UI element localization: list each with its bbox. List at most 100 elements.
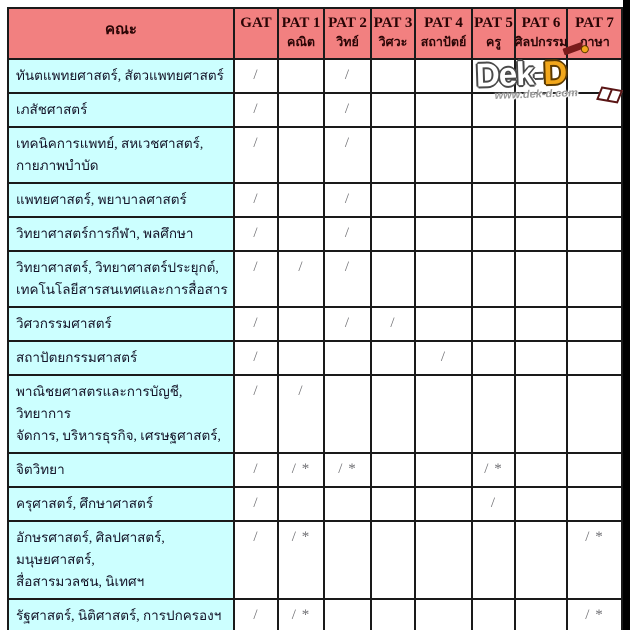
mark-cell: / bbox=[235, 376, 277, 452]
mark-cell bbox=[416, 128, 471, 182]
right-black-strip bbox=[623, 0, 630, 630]
mark-cell bbox=[279, 60, 323, 92]
mark-cell bbox=[516, 184, 566, 216]
faculty-cell: อักษรศาสตร์, ศิลปศาสตร์, มนุษยศาสตร์, สื… bbox=[9, 522, 233, 598]
faculty-cell: สถาปัตยกรรมศาสตร์ bbox=[9, 342, 233, 374]
faculty-cell: พาณิชยศาสตรและการบัญชี, วิทยาการ จัดการ,… bbox=[9, 376, 233, 452]
mark-cell bbox=[568, 308, 621, 340]
mark-cell bbox=[473, 376, 514, 452]
mark-cell: / bbox=[325, 94, 370, 126]
mark-cell bbox=[516, 600, 566, 630]
header-label: PAT 6 bbox=[521, 15, 561, 31]
mark-cell bbox=[516, 128, 566, 182]
faculty-cell: ทันตแพทยศาสตร์, สัตวแพทยศาสตร์ bbox=[9, 60, 233, 92]
mark-cell bbox=[372, 60, 414, 92]
mark-cell bbox=[473, 218, 514, 250]
mark-cell: / bbox=[473, 488, 514, 520]
mark-cell: / * bbox=[568, 522, 621, 598]
mark-cell bbox=[473, 342, 514, 374]
faculty-cell: รัฐศาสตร์, นิติศาสตร์, การปกครองฯ bbox=[9, 600, 233, 630]
mark-cell: / bbox=[235, 60, 277, 92]
faculty-cell: วิทยาศาสตร์, วิทยาศาสตร์ประยุกต์, เทคโนโ… bbox=[9, 252, 233, 306]
mark-cell bbox=[416, 488, 471, 520]
mark-cell: / bbox=[416, 342, 471, 374]
header-sublabel: ครู bbox=[485, 35, 502, 49]
mark-cell bbox=[416, 522, 471, 598]
mark-cell bbox=[416, 60, 471, 92]
mark-cell: / bbox=[325, 218, 370, 250]
mark-cell: / bbox=[235, 342, 277, 374]
header-sublabel: วิศวะ bbox=[378, 35, 408, 49]
mark-cell: / bbox=[235, 252, 277, 306]
header-cell: PAT 6 ศิลปกรรม bbox=[515, 9, 567, 58]
mark-cell bbox=[516, 252, 566, 306]
mark-cell bbox=[516, 522, 566, 598]
mark-cell: / bbox=[235, 94, 277, 126]
header-sublabel: วิทย์ bbox=[336, 35, 359, 49]
mark-cell bbox=[516, 94, 566, 126]
mark-cell bbox=[568, 218, 621, 250]
mark-cell bbox=[516, 454, 566, 486]
header-cell: PAT 2 วิทย์ bbox=[325, 9, 370, 58]
mark-cell bbox=[568, 60, 621, 92]
mark-cell: / bbox=[372, 308, 414, 340]
mark-cell: / bbox=[325, 60, 370, 92]
header-cell: PAT 5 ครู bbox=[473, 9, 514, 58]
mark-cell bbox=[372, 454, 414, 486]
mark-cell: / bbox=[279, 376, 323, 452]
header-label: PAT 4 bbox=[424, 15, 463, 31]
faculty-cell: วิทยาศาสตร์การกีฬา, พลศึกษา bbox=[9, 218, 233, 250]
mark-cell: / bbox=[235, 184, 277, 216]
faculty-cell: เภสัชศาสตร์ bbox=[9, 94, 233, 126]
mark-cell bbox=[516, 488, 566, 520]
faculty-cell: วิศวกรรมศาสตร์ bbox=[9, 308, 233, 340]
mark-cell bbox=[568, 94, 621, 126]
faculty-cell: แพทยศาสตร์, พยาบาลศาสตร์ bbox=[9, 184, 233, 216]
mark-cell bbox=[325, 488, 370, 520]
header-label: คณะ bbox=[104, 22, 137, 38]
faculty-cell: เทคนิคการแพทย์, สหเวชศาสตร์, กายภาพบำบัด bbox=[9, 128, 233, 182]
mark-cell bbox=[416, 218, 471, 250]
mark-cell bbox=[416, 94, 471, 126]
mark-cell bbox=[568, 488, 621, 520]
mark-cell bbox=[516, 376, 566, 452]
mark-cell: / bbox=[325, 252, 370, 306]
header-sublabel: สถาปัตย์ bbox=[420, 35, 467, 49]
mark-cell bbox=[416, 454, 471, 486]
mark-cell bbox=[568, 128, 621, 182]
mark-cell: / * bbox=[279, 522, 323, 598]
mark-cell bbox=[416, 600, 471, 630]
header-sublabel: คณิต bbox=[286, 35, 316, 49]
mark-cell bbox=[325, 376, 370, 452]
header-label: PAT 7 bbox=[575, 15, 614, 31]
mark-cell: / * bbox=[568, 600, 621, 630]
header-cell: GAT bbox=[235, 9, 277, 58]
header-cell: PAT 3 วิศวะ bbox=[372, 9, 414, 58]
mark-cell bbox=[416, 376, 471, 452]
mark-cell bbox=[473, 600, 514, 630]
mark-cell bbox=[279, 218, 323, 250]
mark-cell bbox=[568, 184, 621, 216]
header-label: PAT 5 bbox=[474, 15, 513, 31]
header-cell: PAT 1 คณิต bbox=[279, 9, 323, 58]
mark-cell: / bbox=[279, 252, 323, 306]
mark-cell bbox=[372, 184, 414, 216]
mark-cell bbox=[372, 94, 414, 126]
mark-cell: / bbox=[235, 128, 277, 182]
mark-cell bbox=[372, 488, 414, 520]
header-sublabel: ภาษา bbox=[579, 35, 610, 49]
mark-cell bbox=[516, 342, 566, 374]
mark-cell bbox=[568, 342, 621, 374]
header-label: PAT 1 bbox=[281, 15, 321, 31]
header-label: PAT 3 bbox=[373, 15, 413, 31]
mark-cell bbox=[372, 218, 414, 250]
mark-cell: / * bbox=[279, 600, 323, 630]
mark-cell: / bbox=[325, 184, 370, 216]
mark-cell bbox=[279, 488, 323, 520]
mark-cell bbox=[568, 376, 621, 452]
mark-cell: / bbox=[235, 218, 277, 250]
mark-cell bbox=[473, 128, 514, 182]
mark-cell bbox=[372, 522, 414, 598]
mark-cell bbox=[372, 600, 414, 630]
